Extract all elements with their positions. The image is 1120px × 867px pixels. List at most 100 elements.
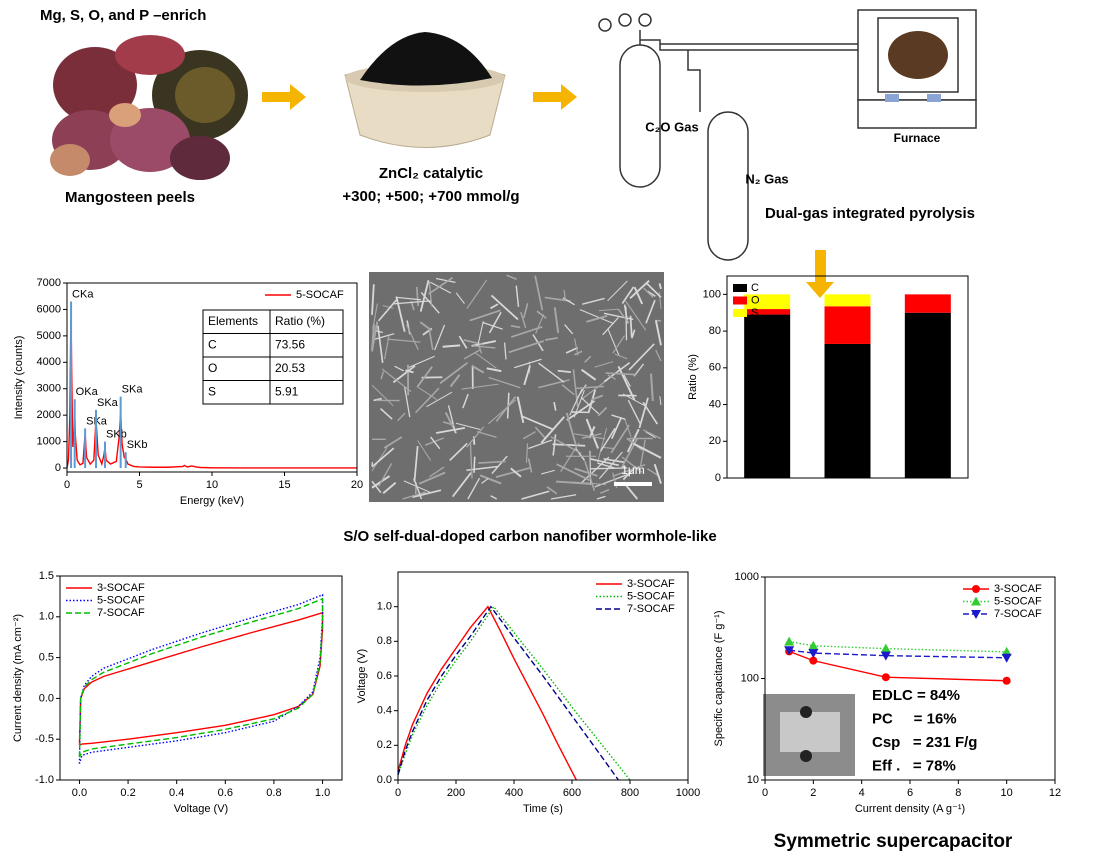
table-text: 73.56 bbox=[275, 337, 305, 351]
sem-fiber bbox=[455, 292, 465, 304]
sem-fiber bbox=[598, 308, 620, 312]
sem-fiber bbox=[495, 466, 531, 478]
sem-fiber bbox=[574, 350, 583, 356]
sem-fiber bbox=[495, 396, 517, 422]
marker bbox=[880, 651, 891, 661]
data-line bbox=[789, 640, 1007, 653]
sem-fiber bbox=[482, 321, 503, 330]
sem-fiber bbox=[447, 405, 457, 434]
sem-fiber bbox=[612, 335, 625, 354]
y-tick-label: 0.5 bbox=[39, 652, 54, 664]
sem-fiber bbox=[534, 275, 544, 311]
sem-fiber bbox=[373, 397, 382, 402]
sem-fiber bbox=[490, 495, 498, 500]
pyrolysis-label: Dual-gas integrated pyrolysis bbox=[765, 205, 975, 222]
peak-label: CKa bbox=[72, 288, 94, 300]
sem-fiber bbox=[556, 463, 591, 482]
sem-fiber bbox=[582, 433, 602, 439]
y-axis-title: Current density (mA cm⁻²) bbox=[12, 614, 24, 742]
legend-label: 5-SOCAF bbox=[627, 590, 675, 602]
sem-fiber bbox=[574, 447, 586, 461]
sem-fiber bbox=[382, 304, 394, 309]
sem-fiber bbox=[469, 309, 501, 322]
y-axis-title: Ratio (%) bbox=[687, 354, 699, 400]
sem-fiber bbox=[393, 300, 431, 305]
sem-fiber bbox=[622, 393, 646, 407]
table-text: 20.53 bbox=[275, 361, 305, 375]
sem-fiber bbox=[491, 455, 508, 475]
sem-fiber bbox=[591, 394, 604, 401]
table-text: Elements bbox=[208, 314, 258, 328]
sem-fiber bbox=[383, 436, 403, 449]
x-tick-label: 400 bbox=[505, 787, 523, 799]
data-line bbox=[397, 605, 619, 781]
sem-fiber bbox=[569, 388, 583, 416]
sem-fiber bbox=[414, 387, 440, 414]
sem-fiber bbox=[481, 477, 489, 484]
data-line bbox=[788, 650, 1007, 682]
sem-fiber bbox=[646, 283, 662, 298]
sem-fiber bbox=[581, 379, 609, 400]
peak-label: OKa bbox=[76, 386, 99, 398]
x-tick-label: 0 bbox=[395, 787, 401, 799]
legend-swatch bbox=[733, 296, 747, 305]
sem-fiber bbox=[416, 386, 438, 401]
sem-fiber bbox=[415, 286, 420, 307]
x-tick-label: 4 bbox=[859, 787, 865, 799]
sem-fiber bbox=[574, 433, 606, 440]
x-tick-label: 6 bbox=[907, 787, 913, 799]
sem-fiber bbox=[561, 384, 575, 396]
sem-fiber bbox=[479, 474, 502, 485]
sem-fiber bbox=[488, 376, 521, 389]
sem-fiber bbox=[412, 489, 442, 498]
y-axis-title: Specific capacitance (F g⁻¹) bbox=[713, 610, 725, 746]
sem-fiber bbox=[633, 442, 662, 459]
sem-fiber bbox=[597, 406, 608, 417]
sem-fiber bbox=[466, 279, 488, 309]
y-tick-label: -0.5 bbox=[35, 733, 54, 745]
x-tick-label: 1000 bbox=[676, 787, 700, 799]
sem-fiber bbox=[528, 439, 553, 450]
sem-fiber bbox=[442, 421, 455, 426]
legend-label: 5-SOCAF bbox=[296, 289, 344, 301]
annotation: PC = 16% bbox=[872, 710, 957, 727]
sem-fiber bbox=[515, 285, 520, 307]
y-tick-label: 0 bbox=[55, 462, 61, 474]
sem-fiber bbox=[627, 399, 641, 425]
y-tick-label: 6000 bbox=[37, 303, 61, 315]
sem-fiber bbox=[586, 314, 608, 323]
sem-fiber bbox=[563, 289, 567, 301]
gas-label: N₂ Gas bbox=[745, 171, 788, 186]
sem-fiber bbox=[602, 446, 614, 450]
sem-fiber bbox=[474, 351, 497, 369]
sem-fiber bbox=[535, 314, 545, 334]
data-line bbox=[78, 593, 324, 764]
sem-fiber bbox=[455, 422, 481, 430]
sem-fiber bbox=[490, 294, 519, 321]
sem-fiber bbox=[564, 324, 574, 335]
sem-fiber bbox=[628, 343, 655, 371]
sem-fiber bbox=[631, 329, 636, 339]
sem-fiber bbox=[426, 391, 453, 408]
sem-fiber bbox=[629, 279, 650, 300]
sem-fiber bbox=[629, 315, 633, 338]
legend-label: 7-SOCAF bbox=[627, 603, 675, 615]
sem-fiber bbox=[612, 463, 646, 477]
sem-fiber bbox=[428, 276, 454, 295]
sem-fiber bbox=[371, 284, 375, 315]
annotation: EDLC = 84% bbox=[872, 687, 960, 704]
y-tick-label: 100 bbox=[703, 288, 721, 300]
sem-fiber bbox=[633, 286, 644, 305]
sem-fiber bbox=[371, 447, 395, 468]
legend-label: 7-SOCAF bbox=[97, 607, 145, 619]
sem-fiber bbox=[466, 426, 485, 448]
sem-fiber bbox=[605, 372, 637, 376]
legend-label: C bbox=[751, 282, 759, 294]
x-tick-label: 0.6 bbox=[218, 787, 233, 799]
sem-fiber bbox=[405, 324, 419, 350]
data-line bbox=[397, 605, 631, 781]
sem-fiber bbox=[584, 460, 596, 491]
annotation: Eff . = 78% bbox=[872, 757, 956, 774]
x-tick-label: 15 bbox=[278, 479, 290, 491]
